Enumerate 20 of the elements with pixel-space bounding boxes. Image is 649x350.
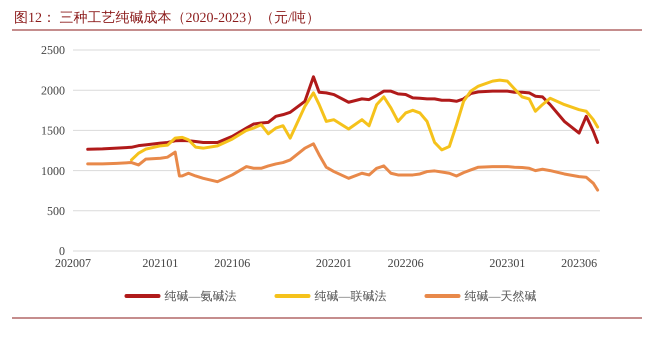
legend-label: 纯碱—联碱法: [314, 289, 386, 304]
legend-label: 纯碱—天然碱: [464, 289, 536, 304]
legend-label: 纯碱—氨碱法: [164, 289, 236, 304]
x-tick-label: 202201: [316, 256, 352, 270]
x-tick-label: 202101: [142, 256, 178, 270]
y-tick-label: 500: [47, 204, 65, 218]
x-tick-label: 202301: [489, 256, 526, 270]
y-tick-label: 1500: [41, 124, 65, 138]
line-series: [86, 142, 600, 192]
x-tick-label: 202007: [55, 256, 91, 270]
x-tick-label: 202206: [388, 256, 424, 270]
line-series: [86, 75, 600, 151]
line-series: [130, 78, 600, 162]
chart-title: 图12： 三种工艺纯碱成本（2020-2023）（元/吨）: [14, 10, 320, 26]
y-tick-label: 2000: [41, 83, 65, 98]
y-tick-label: 0: [59, 244, 65, 258]
x-tick-label: 202306: [561, 256, 598, 270]
y-tick-label: 1000: [41, 164, 65, 178]
y-tick-label: 2500: [41, 43, 65, 58]
x-tick-label: 202106: [214, 256, 250, 270]
